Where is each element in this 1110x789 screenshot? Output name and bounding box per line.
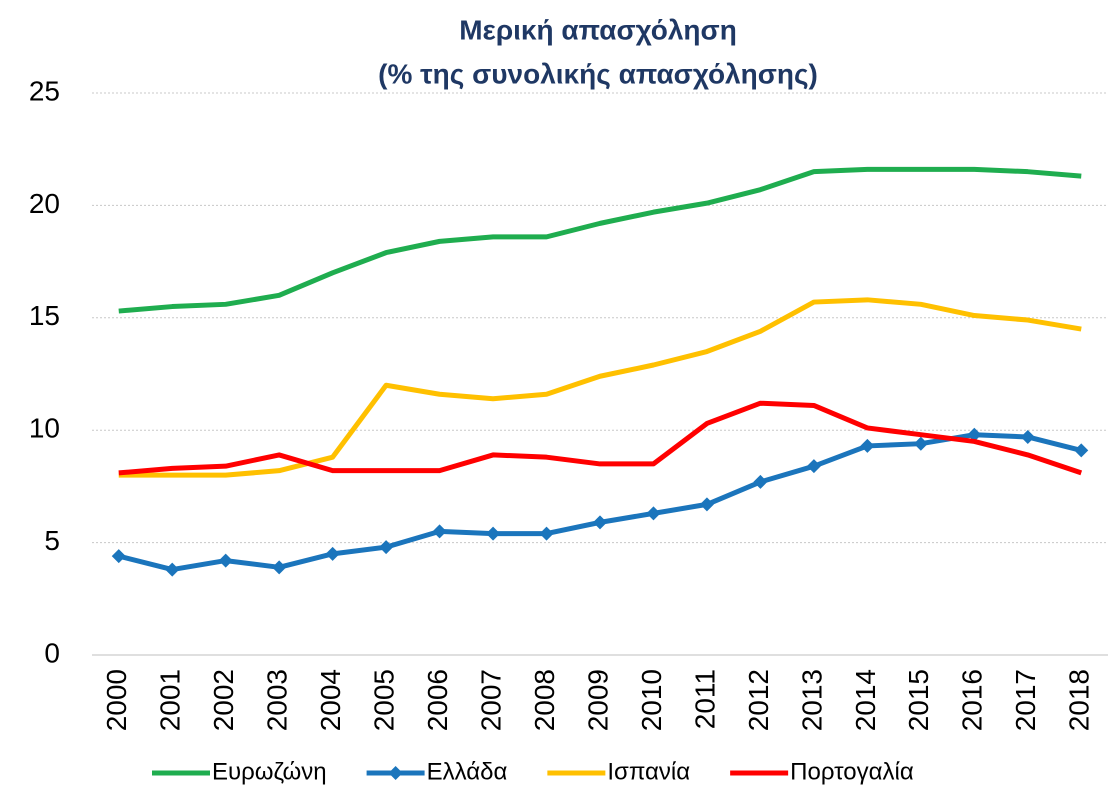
x-tick-label: 2016 bbox=[957, 669, 988, 731]
x-tick-label: 2000 bbox=[101, 669, 132, 731]
series-line bbox=[118, 432, 1082, 573]
y-tick-label: 20 bbox=[29, 188, 60, 219]
y-tick-label: 5 bbox=[44, 525, 60, 556]
legend-item: Ισπανία bbox=[547, 758, 690, 785]
x-tick-label: 2008 bbox=[529, 669, 560, 731]
series-marker bbox=[1020, 429, 1035, 444]
series-marker bbox=[806, 459, 821, 474]
legend-item: Πορτογαλία bbox=[730, 758, 914, 785]
y-tick-label: 0 bbox=[44, 637, 60, 668]
series-marker bbox=[1074, 443, 1089, 458]
x-tick-label: 2003 bbox=[262, 669, 293, 731]
legend-label: Ευρωζώνη bbox=[212, 758, 327, 785]
y-tick-label: 15 bbox=[29, 300, 60, 331]
series-marker bbox=[432, 524, 447, 539]
x-tick-label: 2009 bbox=[582, 669, 613, 731]
chart-title: Μερική απασχόληση bbox=[459, 14, 737, 45]
series-line bbox=[118, 166, 1082, 314]
series-marker bbox=[646, 506, 661, 521]
x-tick-label: 2002 bbox=[208, 669, 239, 731]
series-marker bbox=[111, 549, 126, 564]
x-tick-label: 2018 bbox=[1064, 669, 1095, 731]
x-tick-label: 2007 bbox=[475, 669, 506, 731]
x-tick-label: 2004 bbox=[315, 669, 346, 731]
legend-label: Ελλάδα bbox=[427, 758, 508, 785]
x-tick-label: 2010 bbox=[636, 669, 667, 731]
series-marker bbox=[486, 526, 501, 541]
series-marker bbox=[539, 526, 554, 541]
legend-item: Ευρωζώνη bbox=[152, 758, 327, 785]
legend-label: Ισπανία bbox=[607, 758, 690, 785]
chart-subtitle: (% της συνολικής απασχόλησης) bbox=[378, 58, 818, 89]
x-tick-label: 2011 bbox=[689, 669, 720, 729]
x-tick-label: 2013 bbox=[796, 669, 827, 731]
series-marker bbox=[165, 562, 180, 577]
legend-label: Πορτογαλία bbox=[790, 758, 914, 785]
x-tick-label: 2015 bbox=[903, 669, 934, 731]
legend-item: Ελλάδα bbox=[366, 758, 508, 785]
series-marker bbox=[860, 438, 875, 453]
series-line bbox=[118, 400, 1083, 476]
series-marker bbox=[699, 497, 714, 512]
series-marker bbox=[913, 436, 928, 451]
x-tick-label: 2017 bbox=[1010, 669, 1041, 731]
legend-marker bbox=[388, 766, 403, 780]
series-line bbox=[118, 297, 1082, 478]
series-marker bbox=[967, 427, 982, 442]
series-marker bbox=[379, 540, 394, 555]
series-marker bbox=[593, 515, 607, 530]
series-marker bbox=[218, 553, 233, 568]
y-tick-label: 10 bbox=[29, 413, 60, 444]
y-tick-label: 25 bbox=[29, 75, 60, 106]
series-marker bbox=[272, 560, 287, 575]
series-marker bbox=[753, 474, 768, 489]
x-tick-label: 2005 bbox=[368, 669, 399, 731]
x-tick-label: 2006 bbox=[422, 669, 453, 731]
series-marker bbox=[325, 546, 340, 561]
x-tick-label: 2014 bbox=[850, 669, 881, 731]
x-tick-label: 2001 bbox=[155, 669, 186, 731]
x-tick-label: 2012 bbox=[743, 669, 774, 731]
